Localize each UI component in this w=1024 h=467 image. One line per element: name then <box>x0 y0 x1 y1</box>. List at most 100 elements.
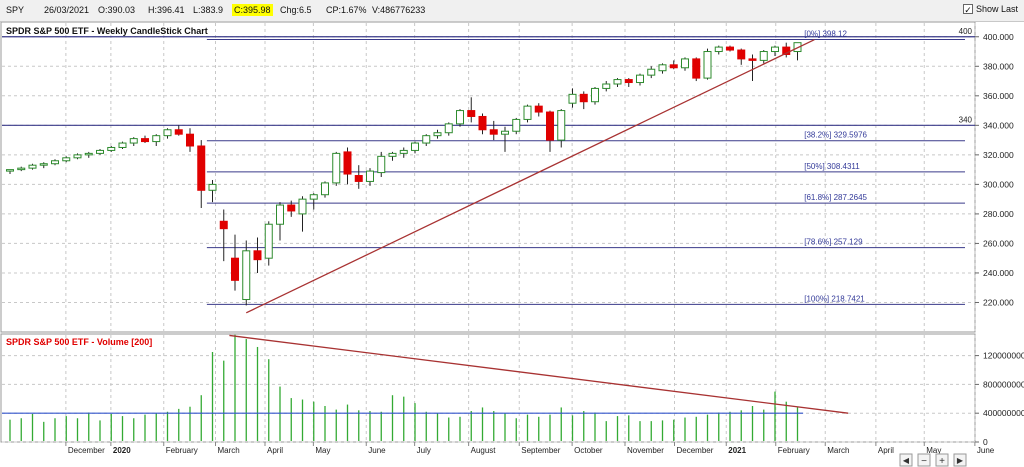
candle-body-5 <box>62 157 71 162</box>
candle-body-48 <box>546 111 554 141</box>
close-label: C:395.98 <box>232 4 273 16</box>
candle-body-44 <box>501 130 509 135</box>
candle-body-54 <box>613 79 622 85</box>
candle-body-69 <box>782 46 791 55</box>
time-axis-label-1: 2020 <box>113 446 131 455</box>
horizontal-line-label-1: 340 <box>959 115 973 124</box>
symbol-label: SPY <box>6 5 25 15</box>
candle-body-62 <box>703 51 712 79</box>
candle-body-3 <box>39 163 48 166</box>
change-label: Chg:6.5 <box>280 5 312 15</box>
price-tick-label-0: 220.000 <box>983 297 1014 307</box>
time-axis-label-8: August <box>471 446 497 455</box>
candle-body-35 <box>399 149 408 154</box>
candle-body-43 <box>489 129 498 135</box>
show-last-label: Show Last <box>975 4 1018 14</box>
candle-body-9 <box>107 146 116 151</box>
candle-body-49 <box>557 110 566 141</box>
candle-body-1 <box>17 167 26 171</box>
price-chart-title: SPDR S&P 500 ETF - Weekly CandleStick Ch… <box>6 26 208 36</box>
candle-body-26 <box>298 198 307 215</box>
price-tick-label-2: 260.000 <box>983 238 1014 248</box>
volume-pane-frame <box>0 333 976 443</box>
chart-area: 400 340 [0%] 398.12 [38.2%] 329.5976 [50%] 3… <box>0 22 1024 467</box>
zoom-out-button[interactable] <box>917 453 931 467</box>
candle-body-27 <box>309 194 318 200</box>
candle-body-20 <box>231 257 239 281</box>
candle-body-30 <box>343 151 352 175</box>
candle-body-58 <box>658 64 667 72</box>
candle-body-39 <box>444 123 453 134</box>
candle-body-32 <box>366 170 374 182</box>
price-tick-label-9: 400.000 <box>983 32 1014 42</box>
time-axis-label-0: December <box>68 446 105 455</box>
zoom-in-button[interactable] <box>935 453 949 467</box>
time-axis-label-15: March <box>827 446 849 455</box>
zoom-out-icon: − <box>921 456 927 467</box>
candle-body-33 <box>377 155 386 174</box>
volume-label: V:486776233 <box>372 5 426 15</box>
fib-level-label-4: [78.6%] 257.129 <box>804 238 863 247</box>
scroll-left-button[interactable] <box>899 453 913 467</box>
volume-axis: 0 400000000 800000000 1200000000 <box>975 351 1024 447</box>
time-axis-label-14: February <box>778 446 810 455</box>
fib-level-label-0: [0%] 398.12 <box>804 30 847 39</box>
candle-body-65 <box>737 49 746 60</box>
price-tick-label-6: 340.000 <box>983 120 1014 130</box>
change-pct-label: CP:1.67% <box>326 5 367 15</box>
candle-body-34 <box>388 152 397 157</box>
scroll-controls: ◀ − + ▶ <box>899 453 967 467</box>
candle-body-38 <box>433 132 442 137</box>
candle-body-14 <box>163 129 172 137</box>
volume-tick-label-1: 400000000 <box>983 408 1024 418</box>
arrow-left-icon: ◀ <box>903 456 910 465</box>
candle-body-17 <box>197 145 206 191</box>
candle-body-11 <box>129 138 138 144</box>
candle-body-59 <box>669 64 678 69</box>
candle-body-60 <box>681 58 689 69</box>
candle-body-52 <box>591 87 599 103</box>
candle-body-21 <box>242 250 251 301</box>
price-pane-frame <box>0 22 976 333</box>
candle-body-25 <box>287 204 296 212</box>
volume-tick-label-2: 800000000 <box>983 379 1024 389</box>
candle-body-50 <box>568 93 577 104</box>
candle-body-18 <box>208 183 217 191</box>
price-pane: 400 340 [0%] 398.12 [38.2%] 329.5976 [50%] 3… <box>0 22 1014 333</box>
toolbar: SPY 26/03/2021 O:390.03 H:396.41 L:383.9… <box>0 0 1024 22</box>
candle-body-56 <box>636 74 644 84</box>
price-tick-label-4: 300.000 <box>983 179 1014 189</box>
scroll-right-button[interactable] <box>953 453 967 467</box>
candle-body-46 <box>523 105 532 120</box>
candle-body-47 <box>534 105 543 113</box>
show-last-toggle[interactable]: ✓ Show Last <box>962 4 1018 15</box>
volume-tick-label-0: 0 <box>983 437 988 447</box>
candle-body-16 <box>186 133 194 147</box>
show-last-checkbox[interactable]: ✓ <box>962 4 973 15</box>
time-axis-label-12: December <box>677 446 714 455</box>
price-trendline-line <box>245 39 815 314</box>
candles <box>6 42 802 306</box>
candle-body-4 <box>51 160 59 165</box>
volume-tick-label-3: 1200000000 <box>983 351 1024 361</box>
volume-trendline-line <box>229 334 849 414</box>
arrow-right-icon: ▶ <box>957 456 964 465</box>
candle-body-23 <box>264 223 273 259</box>
candle-body-36 <box>411 142 419 151</box>
candle-body-64 <box>726 46 734 51</box>
volume-chart-title: SPDR S&P 500 ETF - Volume [200] <box>6 337 152 347</box>
fib-level-label-5: [100%] 218.7421 <box>804 294 865 303</box>
candle-body-67 <box>759 51 768 61</box>
candle-body-2 <box>28 164 37 169</box>
candle-body-55 <box>624 79 633 84</box>
candle-body-7 <box>84 152 93 156</box>
zoom-in-icon: + <box>939 456 945 467</box>
time-axis-label-4: April <box>267 446 283 455</box>
time-axis-label-5: May <box>315 446 330 455</box>
candle-body-6 <box>73 154 82 159</box>
date-label: 26/03/2021 <box>44 5 90 15</box>
volume-pane: 0 400000000 800000000 1200000000 SPDR S&P 5… <box>0 333 1024 447</box>
candle-body-19 <box>219 220 228 230</box>
price-axis: 220.000 240.000 260.000 280.000 300.000 320.0… <box>975 32 1014 307</box>
